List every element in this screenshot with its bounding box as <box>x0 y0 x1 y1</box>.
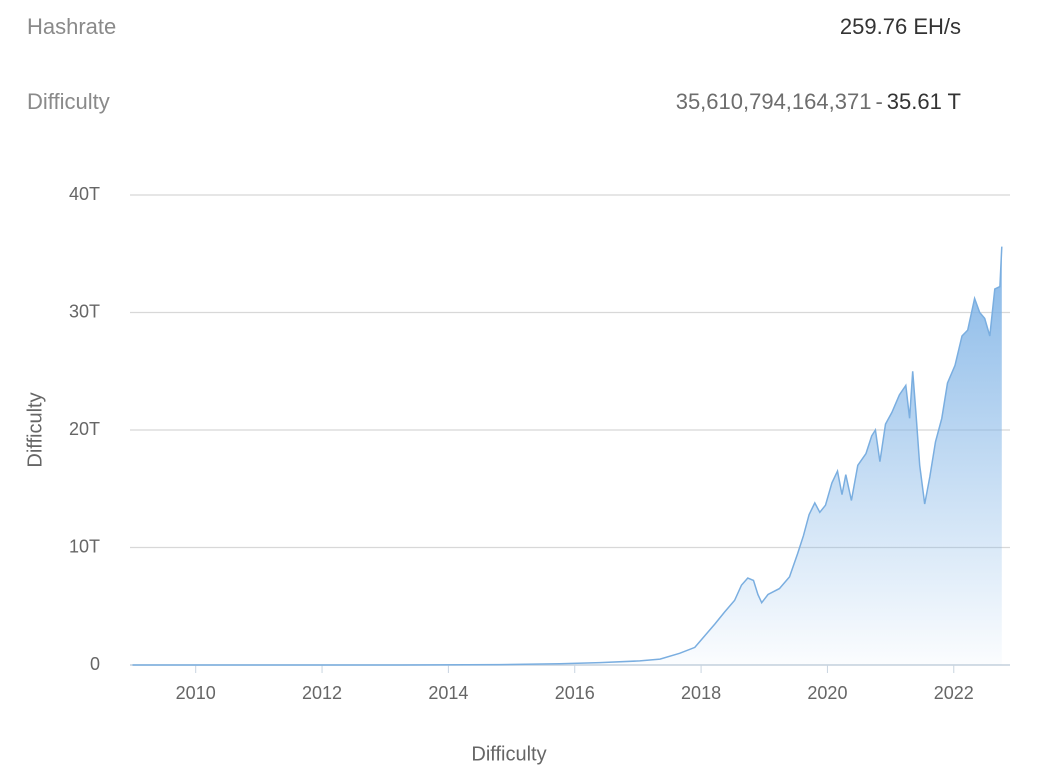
x-tick-label: 2014 <box>428 683 468 703</box>
stat-value: 259.76 EH/s <box>839 14 961 39</box>
x-axis-title: Difficulty <box>471 743 546 765</box>
x-tick-label: 2022 <box>934 683 974 703</box>
y-tick-label: 10T <box>69 536 100 556</box>
x-tick-label: 2010 <box>176 683 216 703</box>
stat-label: Difficulty <box>27 89 110 114</box>
area <box>132 246 1002 665</box>
stat-label: Hashrate <box>27 14 117 39</box>
y-tick-label: 20T <box>69 419 100 439</box>
y-tick-label: 30T <box>69 301 100 321</box>
x-tick-label: 2016 <box>555 683 595 703</box>
y-axis-title: Difficulty <box>24 392 46 467</box>
stat-value: 35,610,794,164,371 <box>675 89 872 114</box>
stat-short: 35.61 T <box>886 89 961 114</box>
line <box>132 246 1003 666</box>
x-tick-label: 2012 <box>302 683 342 703</box>
stat-row: Hashrate 259.76 EH/s <box>27 14 961 44</box>
stat-value-group: 35,610,794,164,371-35.61 T <box>676 89 961 115</box>
y-tick-label: 40T <box>69 184 100 204</box>
stat-row: Difficulty 35,610,794,164,371-35.61 T <box>27 89 961 119</box>
x-tick-label: 2020 <box>807 683 847 703</box>
separator: - <box>875 89 883 114</box>
x-tick-label: 2018 <box>681 683 721 703</box>
y-tick-label: 0 <box>90 654 100 674</box>
